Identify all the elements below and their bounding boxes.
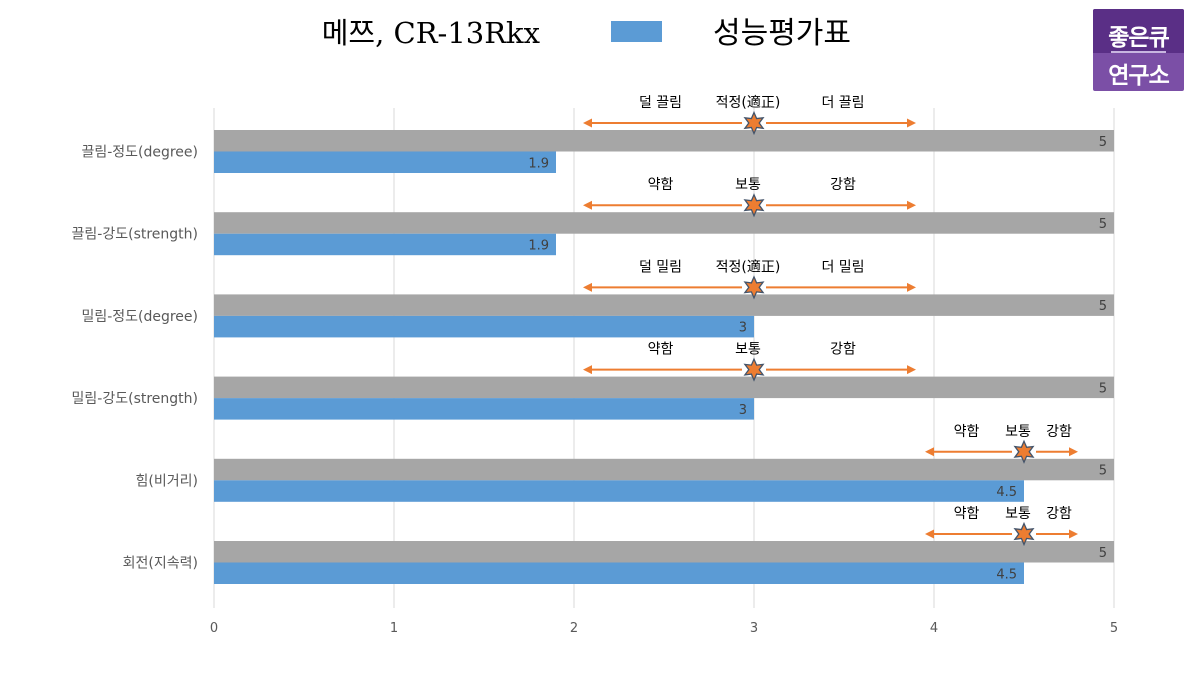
x-tick-label: 2 (570, 621, 578, 636)
bar-series1 (214, 212, 1114, 234)
bar-series2 (214, 315, 754, 338)
legend-series2-label: 성능평가표 (713, 16, 851, 51)
annotation-mid-label: 보통 (1005, 506, 1031, 522)
bar-series2 (214, 151, 556, 173)
annotation-right-label: 강함 (1046, 424, 1072, 440)
bar-series1-value-label: 5 (1099, 217, 1107, 232)
annotation-left-label: 덜 끌림 (639, 95, 682, 111)
annotation-arrowhead-right (1069, 529, 1078, 539)
bar-series1 (214, 130, 1114, 152)
bar-series1-value-label: 5 (1099, 299, 1107, 314)
annotation-group: 약함 보통 강함 (583, 342, 916, 382)
bar-series2-value-label: 4.5 (996, 567, 1017, 582)
category-label: 밀림-강도(strength) (72, 391, 198, 407)
annotation-arrowhead-right (907, 200, 916, 210)
bar-series1-value-label: 5 (1099, 546, 1107, 561)
category-label: 힘(비거리) (136, 473, 198, 489)
annotation-star-marker (1013, 521, 1035, 547)
annotation-arrowhead-left (925, 447, 934, 457)
annotation-right-label: 더 밀림 (821, 259, 864, 275)
logo-top-panel (1093, 9, 1184, 53)
category-labels: 끌림-정도(degree) 끌림-강도(strength) 밀림-정도(degree… (72, 145, 198, 572)
bar-series1 (214, 541, 1114, 563)
annotation-group: 약함 보통 강함 (925, 424, 1078, 464)
bar-series1-value-label: 5 (1099, 464, 1107, 479)
annotation-arrowhead-left (925, 529, 934, 539)
annotation-mid-label: 보통 (735, 342, 761, 358)
annotation-group: 약함 보통 강함 (583, 177, 916, 218)
bar-series1-value-label: 5 (1099, 381, 1107, 396)
annotation-right-label: 더 끌림 (821, 95, 864, 111)
logo-line-2: 연구소 (1108, 63, 1169, 89)
annotation-group: 덜 끌림 적정(適正) 더 끌림 (583, 94, 916, 136)
x-tick-label: 3 (750, 621, 758, 636)
annotation-mid-label: 적정(適正) (716, 258, 781, 275)
category-label: 밀림-정도(degree) (81, 309, 198, 325)
bars: 5 1.9 5 1.9 5 3 5 3 5 4.5 5 4.5 (214, 130, 1114, 584)
x-tick-label: 1 (390, 621, 398, 636)
logo-divider (1111, 51, 1166, 53)
annotation-mid-label: 적정(適正) (716, 94, 781, 111)
category-label: 끌림-강도(strength) (72, 227, 198, 243)
annotation-left-label: 약함 (954, 424, 980, 440)
annotation-right-label: 강함 (830, 177, 856, 193)
x-tick-label: 5 (1110, 621, 1118, 636)
annotation-right-label: 강함 (830, 342, 856, 358)
annotation-star-marker (1013, 439, 1035, 464)
bar-series2-value-label: 4.5 (996, 485, 1017, 500)
bar-series1 (214, 458, 1114, 481)
annotation-group: 덜 밀림 적정(適正) 더 밀림 (583, 258, 916, 300)
legend-series1-label: 메쯔, CR-13Rkx (322, 16, 540, 50)
annotation-mid-label: 보통 (1005, 424, 1031, 440)
brand-logo: 좋은큐 연구소 (1093, 9, 1184, 91)
annotation-left-label: 약함 (648, 342, 674, 358)
x-axis-ticks: 0 1 2 3 4 5 (210, 621, 1118, 636)
bar-series2-value-label: 1.9 (528, 156, 549, 171)
category-label: 끌림-정도(degree) (81, 145, 198, 161)
chart-legend: 메쯔, CR-13Rkx 성능평가표 (322, 16, 851, 51)
x-tick-label: 4 (930, 621, 938, 636)
bar-series2-value-label: 3 (739, 403, 747, 418)
annotation-arrowhead-left (583, 118, 592, 128)
annotation-right-label: 강함 (1046, 506, 1072, 522)
annotation-left-label: 덜 밀림 (639, 259, 682, 275)
annotation-left-label: 약함 (954, 506, 980, 522)
bar-series2 (214, 562, 1024, 584)
annotation-arrowhead-right (907, 365, 916, 375)
bar-series1-value-label: 5 (1099, 135, 1107, 150)
bar-series1 (214, 376, 1114, 399)
annotation-arrowhead-left (583, 282, 592, 292)
bar-series2 (214, 233, 556, 256)
annotation-star-marker (743, 193, 765, 218)
gridlines (213, 108, 1115, 608)
annotation-star-marker (743, 357, 765, 382)
annotation-arrowhead-left (583, 365, 592, 375)
annotation-star-marker (743, 275, 765, 300)
annotation-arrowhead-left (583, 200, 592, 210)
bar-series2-value-label: 1.9 (528, 238, 549, 253)
bar-series2-value-label: 3 (739, 321, 747, 336)
annotation-mid-label: 보통 (735, 177, 761, 193)
x-tick-label: 0 (210, 621, 218, 636)
bar-series1 (214, 294, 1114, 316)
annotation-left-label: 약함 (648, 177, 674, 193)
annotation-arrowhead-right (907, 118, 916, 128)
bar-series2 (214, 480, 1024, 502)
annotation-arrowhead-right (907, 282, 916, 292)
bar-series2 (214, 398, 754, 420)
annotation-arrowhead-right (1069, 447, 1078, 457)
logo-line-1: 좋은큐 (1108, 25, 1169, 51)
annotation-star-marker (743, 110, 765, 136)
category-label: 회전(지속력) (123, 556, 198, 572)
legend-series2-swatch (611, 21, 662, 42)
annotation-group: 약함 보통 강함 (925, 506, 1078, 547)
